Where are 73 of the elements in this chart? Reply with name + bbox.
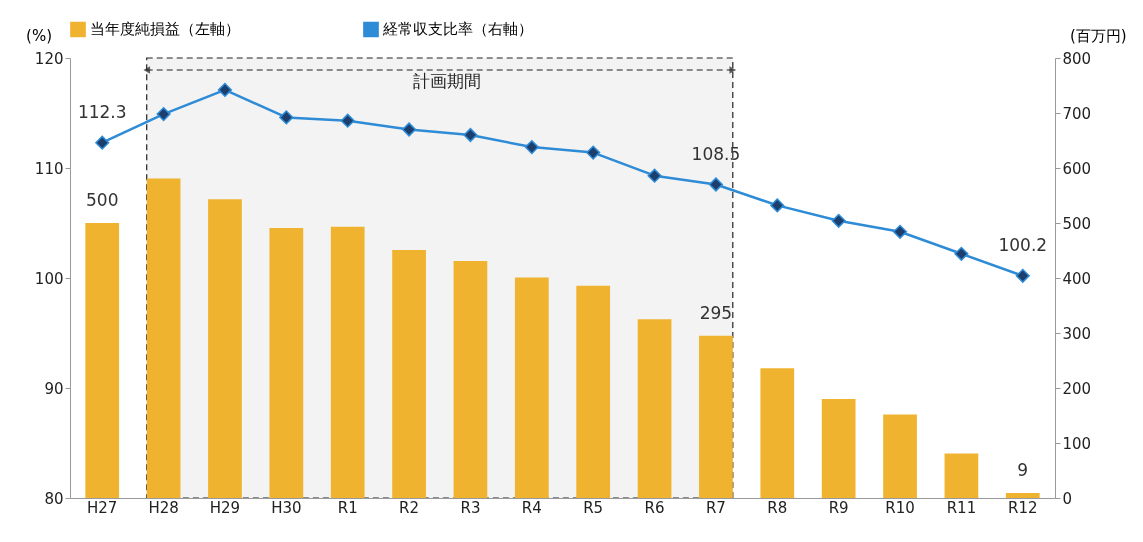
point bbox=[647, 168, 662, 183]
y2-tick-label: 300 bbox=[1062, 324, 1092, 343]
data-label: 295 bbox=[699, 302, 733, 323]
data-label: 100.2 bbox=[998, 234, 1048, 255]
x-tick-label: R10 bbox=[885, 498, 915, 517]
point bbox=[95, 135, 110, 150]
y2-tick-label: 100 bbox=[1062, 434, 1092, 453]
x-tick-label: H29 bbox=[209, 498, 241, 517]
y2-tick-label: 200 bbox=[1062, 379, 1092, 398]
x-tick-label: R9 bbox=[828, 498, 849, 517]
point bbox=[892, 224, 908, 239]
x-tick-label: R7 bbox=[705, 498, 726, 517]
y-tick-label: 80 bbox=[44, 489, 64, 508]
bar bbox=[760, 368, 795, 498]
point bbox=[156, 107, 171, 122]
point bbox=[524, 140, 539, 155]
point bbox=[770, 198, 785, 213]
x-tick-label: H27 bbox=[87, 498, 118, 517]
x-tick-label: R2 bbox=[399, 498, 420, 517]
legend-label: 経常収支比率（右軸） bbox=[382, 20, 533, 39]
bar bbox=[85, 223, 120, 498]
x-tick-label: H30 bbox=[271, 498, 302, 517]
y2-tick-label: 700 bbox=[1062, 104, 1092, 123]
y2-tick-label: 600 bbox=[1062, 159, 1092, 178]
x-tick-label: R4 bbox=[521, 498, 542, 517]
point bbox=[708, 177, 723, 192]
bar bbox=[453, 260, 488, 498]
y2-tick-label: 400 bbox=[1062, 269, 1092, 288]
x-tick-label: R8 bbox=[767, 498, 788, 517]
x-tick-label: R12 bbox=[1008, 498, 1038, 517]
x-tick-label: R3 bbox=[460, 498, 481, 517]
band-label: 計画期間 bbox=[412, 71, 481, 91]
point bbox=[217, 82, 233, 97]
y2-tick-label: 500 bbox=[1062, 214, 1092, 233]
bar bbox=[821, 399, 856, 498]
bar bbox=[269, 227, 304, 498]
x-tick-label: H28 bbox=[148, 498, 179, 517]
x-tick-label: R5 bbox=[583, 498, 604, 517]
point bbox=[463, 127, 478, 143]
y-tick-label: 110 bbox=[34, 159, 64, 178]
point bbox=[586, 145, 601, 160]
y-tick-label: 90 bbox=[44, 379, 64, 398]
point bbox=[340, 113, 355, 128]
y2-axis-title: (百万円) bbox=[1070, 27, 1127, 45]
bar bbox=[576, 285, 611, 498]
bar bbox=[699, 335, 733, 498]
point bbox=[954, 246, 969, 261]
data-label: 112.3 bbox=[77, 101, 127, 122]
y-tick-label: 120 bbox=[34, 49, 64, 68]
point bbox=[402, 122, 417, 137]
point bbox=[831, 213, 846, 228]
bar bbox=[1005, 493, 1040, 498]
y-tick-label: 100 bbox=[34, 269, 64, 288]
bar bbox=[883, 414, 917, 498]
bar bbox=[514, 277, 549, 498]
bar bbox=[208, 199, 242, 498]
y2-tick-label: 800 bbox=[1062, 49, 1092, 68]
y2-tick-label: 0 bbox=[1062, 489, 1073, 508]
point bbox=[279, 110, 294, 125]
x-tick-label: R6 bbox=[644, 498, 665, 517]
data-label: 500 bbox=[85, 190, 119, 210]
bar bbox=[637, 319, 672, 498]
point bbox=[1015, 268, 1030, 283]
data-label: 9 bbox=[1017, 460, 1029, 481]
bar bbox=[944, 453, 979, 498]
bar bbox=[330, 226, 365, 498]
y-axis-title: (%) bbox=[26, 27, 52, 45]
bar bbox=[146, 178, 181, 498]
x-tick-label: R11 bbox=[946, 498, 977, 517]
data-label: 108.5 bbox=[691, 143, 741, 164]
bar bbox=[392, 249, 426, 498]
legend-label: 当年度純損益（左軸） bbox=[90, 20, 240, 39]
x-tick-label: R1 bbox=[337, 498, 358, 517]
